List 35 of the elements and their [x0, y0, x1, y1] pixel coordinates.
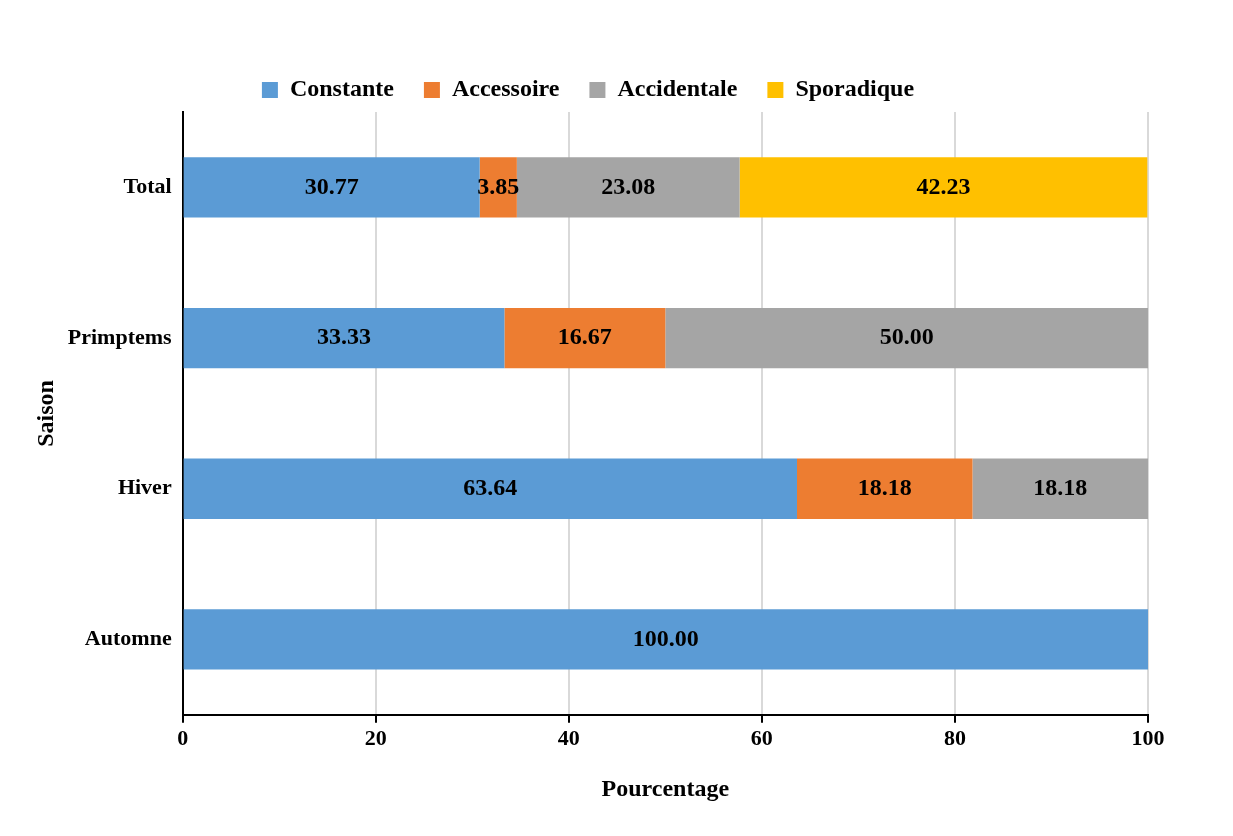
- legend-label: Constante: [289, 75, 395, 102]
- bar: [183, 307, 505, 369]
- data-label: 18.18: [1033, 473, 1088, 500]
- data-label: 23.08: [601, 172, 656, 199]
- legend-label: Sporadique: [795, 75, 915, 102]
- bar: [183, 157, 480, 218]
- data-label: 100.00: [632, 624, 699, 651]
- y-tick-label: Total: [123, 173, 172, 199]
- x-tick-label: 100: [1131, 724, 1165, 750]
- x-tick-label: 20: [364, 724, 387, 750]
- legend-label: Accidentale: [617, 75, 738, 102]
- x-tick-label: 0: [177, 724, 189, 750]
- data-label: 50.00: [879, 323, 934, 350]
- bar: [972, 458, 1148, 519]
- x-tick-label: 40: [557, 724, 580, 750]
- data-label: 63.64: [463, 473, 518, 500]
- bar: [183, 609, 1148, 670]
- y-tick-label: Automne: [84, 625, 172, 651]
- data-label: 33.33: [317, 323, 372, 350]
- x-tick-label: 60: [750, 724, 773, 750]
- data-label: 18.18: [857, 473, 912, 500]
- bar: [665, 307, 1148, 369]
- y-tick-label: Hiver: [117, 474, 172, 500]
- data-label: 42.23: [916, 172, 971, 199]
- y-axis-title: Saison: [31, 380, 58, 447]
- legend-label: Accessoire: [451, 75, 560, 102]
- bar: [183, 458, 797, 519]
- data-label: 30.77: [304, 172, 359, 199]
- data-label: 16.67: [557, 323, 612, 350]
- bar: [797, 458, 973, 519]
- x-axis-title: Pourcentage: [601, 774, 730, 801]
- y-tick-label: Primptems: [67, 323, 173, 349]
- bar: [504, 307, 666, 369]
- x-tick-label: 80: [943, 724, 966, 750]
- bar: [739, 157, 1148, 218]
